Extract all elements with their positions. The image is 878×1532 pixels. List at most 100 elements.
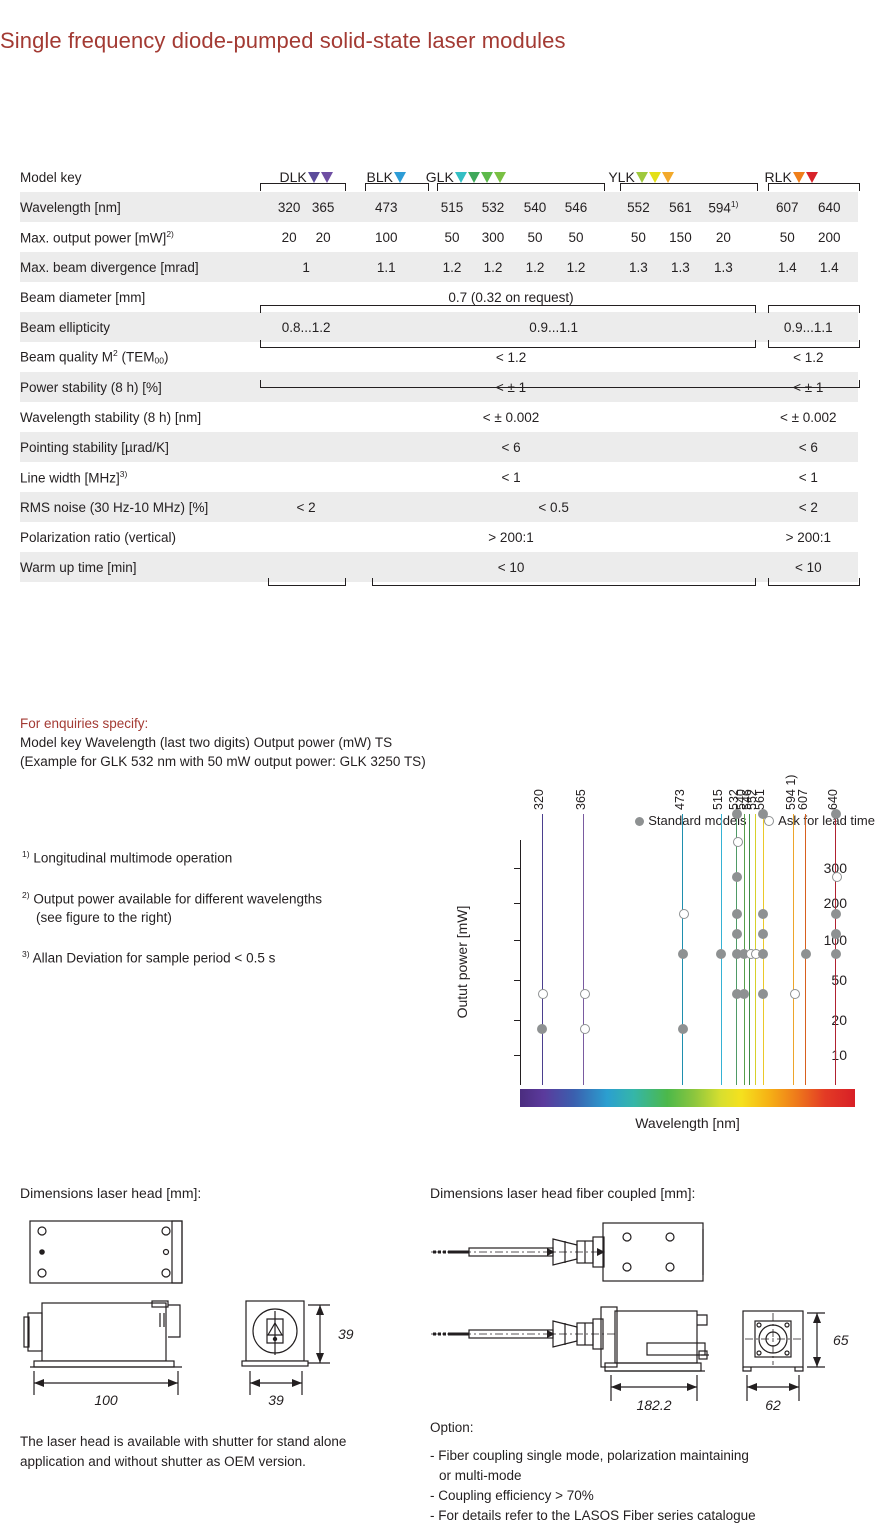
chart-y-axis: [520, 840, 522, 1085]
row-label-wavelength: Wavelength [nm]: [20, 192, 264, 222]
cell-rms-noise-dlk: < 2: [263, 492, 349, 522]
row-label-power-stability: Power stability (8 h) [%]: [20, 372, 264, 402]
bracket-blk: [365, 183, 429, 191]
bracket-ylk: [620, 183, 758, 191]
enquiries-line-2: (Example for GLK 532 nm with 50 mW outpu…: [20, 754, 426, 769]
cell-divergence-rlk: 1.4 1.4: [758, 252, 858, 282]
model-key-dlk: DLK: [279, 169, 333, 185]
cell-polarization-mid: > 200:1: [263, 522, 759, 552]
table-row-line-width: Line width [MHz]3) < 1 < 1: [20, 462, 858, 492]
chart-point-filled: [677, 949, 688, 959]
model-key-glk: GLK: [426, 169, 506, 185]
cell-line-width-rlk: < 1: [758, 462, 858, 492]
cell-ellipticity-mid: 0.9...1.1: [348, 312, 759, 342]
legend-label-standard: Standard models: [648, 813, 747, 828]
chart-column-320: 320: [532, 789, 549, 1085]
chart-column-473: 473: [673, 789, 689, 1085]
chart-column-label: 320: [532, 789, 547, 810]
cell-divergence-glk: 1.2 1.2 1.2 1.2: [423, 252, 605, 282]
footnotes-block: 1) Longitudinal multimode operation 2) O…: [22, 845, 432, 986]
model-key-dlk-label: DLK: [279, 169, 307, 185]
bottom-right-options: Option: - Fiber coupling single mode, po…: [430, 1418, 870, 1526]
chart-y-tick: [514, 940, 520, 942]
enquiries-heading: For enquiries specify:: [20, 716, 149, 731]
cell-power-ylk: 50 150 20: [604, 222, 759, 252]
option-list: - Fiber coupling single mode, polarizati…: [430, 1446, 870, 1526]
bracket-rlk: [768, 183, 860, 191]
cell-warm-up-rlk: < 10: [758, 552, 858, 582]
table-row-warm-up: Warm up time [min] < 10 < 10: [20, 552, 858, 582]
cell-divergence-ylk: 1.3 1.3 1.3: [604, 252, 759, 282]
chart-column-label: 607: [795, 789, 810, 810]
chart-point-filled: [731, 929, 742, 939]
chart-column-640: 640: [826, 789, 842, 1085]
triangle-icon: [307, 171, 320, 183]
row-label-rms-noise: RMS noise (30 Hz-10 MHz) [%]: [20, 492, 264, 522]
model-key-blk-label: BLK: [366, 169, 393, 185]
page-title: Single frequency diode-pumped solid-stat…: [0, 28, 566, 53]
chart-point-filled: [800, 949, 811, 959]
chart-point-open: [678, 909, 689, 919]
output-power-chart: Standard models Ask for lead time Outut …: [454, 775, 875, 1135]
bracket-beam-diameter-bottom-rlk: [768, 340, 860, 348]
triangle-icon: [480, 171, 493, 183]
row-label-pointing-stability: Pointing stability [µrad/K]: [20, 432, 264, 462]
chart-point-filled: [830, 909, 841, 919]
cell-power-blk: 100: [348, 222, 424, 252]
triangle-icon: [648, 171, 661, 183]
cell-power-dlk: 20 20: [263, 222, 349, 252]
chart-point-filled: [830, 949, 841, 959]
chart-column-594: 594 1): [784, 775, 800, 1085]
bracket-glk: [437, 183, 605, 191]
specifications-table: Model key DLK BLK GLK YLK RLK Wavelength…: [20, 162, 858, 582]
table-row-rms-noise: RMS noise (30 Hz-10 MHz) [%] < 2 < 0.5 <…: [20, 492, 858, 522]
chart-y-tick: [514, 980, 520, 982]
bracket-beam-diameter-top-rlk: [768, 305, 860, 313]
chart-column-365: 365: [574, 789, 590, 1085]
legend-label-lead-time: Ask for lead time: [778, 813, 875, 828]
chart-point-open: [831, 872, 842, 882]
chart-y-tick: [514, 868, 520, 870]
cell-wavelength-glk: 515 532 540 546: [423, 192, 605, 222]
row-label-beam-quality: Beam quality M2 (TEM00): [20, 342, 264, 372]
cell-ellipticity-rlk: 0.9...1.1: [758, 312, 858, 342]
chart-column-546: 546: [740, 789, 756, 1085]
table-row-ellipticity: Beam ellipticity 0.8...1.2 0.9...1.1 0.9…: [20, 312, 858, 342]
cell-power-glk: 50 300 50 50: [423, 222, 605, 252]
chart-plot-area: Outut power [mW] 30020010050201032036547…: [454, 775, 855, 1107]
footnote-3: 3) Allan Deviation for sample period < 0…: [22, 949, 276, 966]
chart-point-filled: [830, 929, 841, 939]
chart-point-filled: [716, 949, 727, 959]
cell-beam-diameter-value: 0.7 (0.32 on request): [263, 282, 759, 312]
table-row-model-key: Model key DLK BLK GLK YLK RLK: [20, 162, 858, 192]
triangle-icon: [805, 171, 818, 183]
chart-column-515: 515: [711, 789, 727, 1085]
bracket-linewidth-mid: [372, 578, 756, 586]
footnote-marker-2: 2): [166, 228, 174, 239]
chart-column-607: 607: [796, 789, 811, 1085]
triangle-icon: [792, 171, 805, 183]
chart-point-filled: [758, 929, 769, 939]
dim-left-width-label: 39: [268, 1392, 284, 1408]
bottom-left-note: The laser head is available with shutter…: [20, 1434, 347, 1469]
model-key-rlk: RLK: [765, 169, 818, 185]
table-row-pointing-stability: Pointing stability [µrad/K] < 6 < 6: [20, 432, 858, 462]
row-label-wavelength-stability: Wavelength stability (8 h) [nm]: [20, 402, 264, 432]
cell-wavelength-dlk: 320 365: [263, 192, 349, 222]
chart-point-filled: [731, 809, 742, 819]
chart-y-tick: [514, 903, 520, 905]
model-key-blk: BLK: [367, 169, 406, 185]
chart-point-open: [789, 989, 800, 999]
cell-divergence-blk: 1.1: [348, 252, 424, 282]
dimensions-fiber-coupled-title: Dimensions laser head fiber coupled [mm]…: [430, 1185, 696, 1201]
chart-point-filled: [758, 909, 769, 919]
row-label-model-key: Model key: [20, 162, 264, 192]
chart-column-label: 365: [573, 789, 588, 810]
table-row-output-power: Max. output power [mW]2) 20 20 100 50 300 5…: [20, 222, 858, 252]
chart-column-label: 473: [672, 789, 687, 810]
triangle-icon: [635, 171, 648, 183]
table-row-divergence: Max. beam divergence [mrad] 1 1.1 1.2 1.2…: [20, 252, 858, 282]
chart-point-open: [579, 1024, 590, 1034]
chart-point-open: [732, 837, 743, 847]
